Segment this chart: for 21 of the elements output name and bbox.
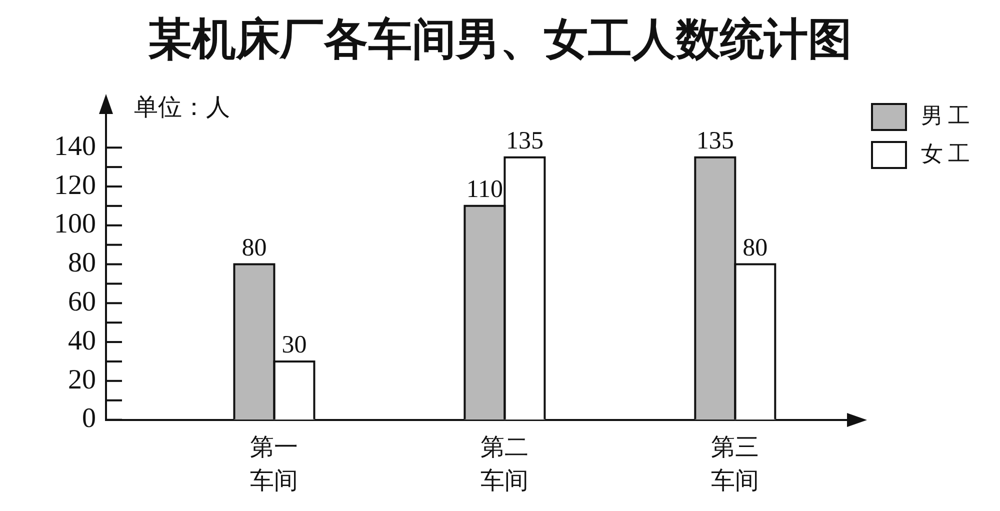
legend-label: 男工 [921,104,975,130]
data-label: 110 [466,176,503,203]
x-tick-label: 第一车间 [250,432,298,494]
data-label: 80 [742,234,768,262]
data-label: 30 [282,332,307,359]
text: 女工 [921,142,975,168]
y-axis-title: 单位：人 [134,93,230,122]
x-tick-label: 第三车间 [711,432,760,494]
y-tick-label: 40 [68,325,96,356]
y-tick-label: 140 [54,130,96,162]
data-label: 80 [242,234,267,262]
data-label: 135 [506,127,544,154]
y-tick-label: 120 [54,170,96,201]
y-tick-label: 100 [54,208,96,240]
x-tick-label: 第二车间 [480,432,529,494]
y-tick-label: 80 [68,248,96,279]
y-tick-label: 0 [82,403,96,434]
chart-title: 某机床厂各车间男、女工人数统计图 [147,14,853,66]
data-label: 135 [696,127,734,154]
y-tick-label: 20 [68,364,96,396]
y-tick-label: 60 [68,286,96,318]
